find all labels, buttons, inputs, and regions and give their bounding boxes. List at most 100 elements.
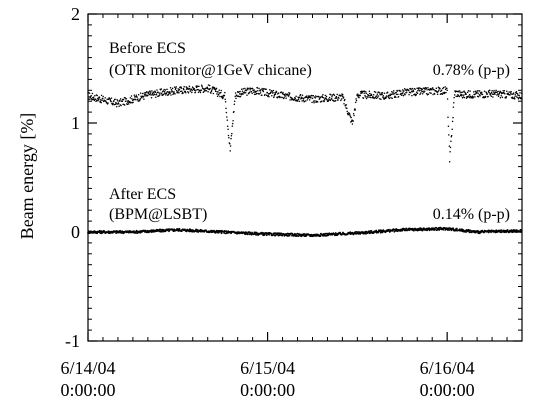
data-point (503, 90, 506, 92)
data-point (158, 92, 161, 94)
data-point (116, 103, 119, 105)
data-point (340, 99, 342, 102)
data-point (466, 91, 469, 93)
data-point (220, 232, 223, 235)
data-point (251, 92, 253, 95)
data-point (364, 94, 366, 97)
data-point (446, 98, 449, 100)
data-point (262, 90, 265, 93)
data-point (477, 92, 479, 95)
data-point (311, 101, 313, 104)
x-tick-label-date: 6/16/04 (420, 358, 475, 378)
data-point (414, 88, 416, 90)
data-point (430, 92, 432, 95)
data-point (234, 95, 236, 98)
data-point (431, 87, 434, 89)
data-point (281, 96, 283, 99)
data-point (133, 230, 136, 233)
data-point (306, 95, 308, 97)
data-point (184, 90, 187, 93)
data-point (331, 96, 333, 98)
data-point (243, 91, 246, 93)
data-point (218, 94, 220, 96)
data-point (280, 232, 283, 235)
data-point (137, 98, 139, 100)
data-point (113, 103, 116, 106)
series-before-ecs (87, 84, 523, 163)
data-point (422, 90, 424, 92)
data-point (201, 85, 203, 88)
data-point (365, 97, 368, 100)
data-point (253, 91, 255, 93)
data-point (169, 86, 172, 89)
data-point (149, 91, 152, 93)
data-point (459, 90, 461, 92)
data-point (488, 92, 491, 94)
data-point (173, 86, 176, 88)
data-point (502, 90, 504, 92)
data-point (231, 122, 234, 125)
data-point (332, 93, 335, 96)
data-point (192, 86, 194, 89)
data-point (226, 119, 229, 121)
annotation-before-pp: 0.78% (p-p) (433, 62, 510, 79)
data-point (474, 96, 476, 98)
data-point (477, 95, 480, 98)
data-point (217, 91, 219, 93)
data-point (239, 90, 241, 93)
data-point (175, 89, 178, 92)
data-point (506, 90, 508, 93)
data-point (223, 232, 226, 235)
data-point (216, 95, 219, 97)
data-point (174, 93, 176, 95)
data-point (230, 134, 233, 137)
data-point (363, 92, 365, 94)
data-point (298, 96, 301, 98)
data-point (249, 87, 252, 90)
data-point (351, 123, 354, 125)
data-point (334, 97, 336, 100)
x-axis-ticks: 6/14/040:00:006/15/040:00:006/16/040:00:… (60, 14, 523, 400)
data-point (114, 98, 116, 100)
data-point (501, 96, 504, 98)
data-point (289, 99, 291, 101)
data-point (270, 232, 273, 235)
data-point (418, 87, 420, 89)
data-point (136, 96, 138, 98)
data-point (106, 98, 108, 100)
data-point (284, 93, 287, 95)
data-point (416, 92, 419, 95)
data-point (195, 228, 198, 231)
data-point (133, 99, 135, 101)
data-point (373, 90, 376, 93)
data-point (297, 98, 300, 100)
data-point (399, 90, 402, 92)
data-point (346, 112, 349, 115)
data-point (318, 95, 320, 98)
data-point (415, 91, 418, 93)
data-point (401, 229, 404, 232)
data-point (410, 88, 412, 90)
annotation-before-title: Before ECS (109, 40, 186, 57)
data-point (487, 95, 489, 98)
y-tick-label: 2 (71, 4, 80, 24)
data-point (225, 107, 227, 110)
series-layer (87, 84, 523, 238)
data-point (328, 96, 331, 99)
data-point (288, 92, 291, 94)
data-point (87, 91, 90, 94)
data-point (265, 94, 268, 97)
data-point (314, 95, 317, 97)
data-point (189, 88, 191, 90)
data-point (465, 93, 467, 95)
data-point (263, 88, 265, 90)
data-point (504, 93, 506, 95)
data-point (100, 99, 102, 101)
data-point (90, 94, 92, 97)
data-point (497, 95, 500, 98)
data-point (412, 90, 415, 93)
data-point (166, 90, 169, 93)
data-point (492, 96, 494, 98)
annotation-after-detail: (BPM@LSBT) (109, 206, 207, 223)
data-point (130, 95, 133, 97)
